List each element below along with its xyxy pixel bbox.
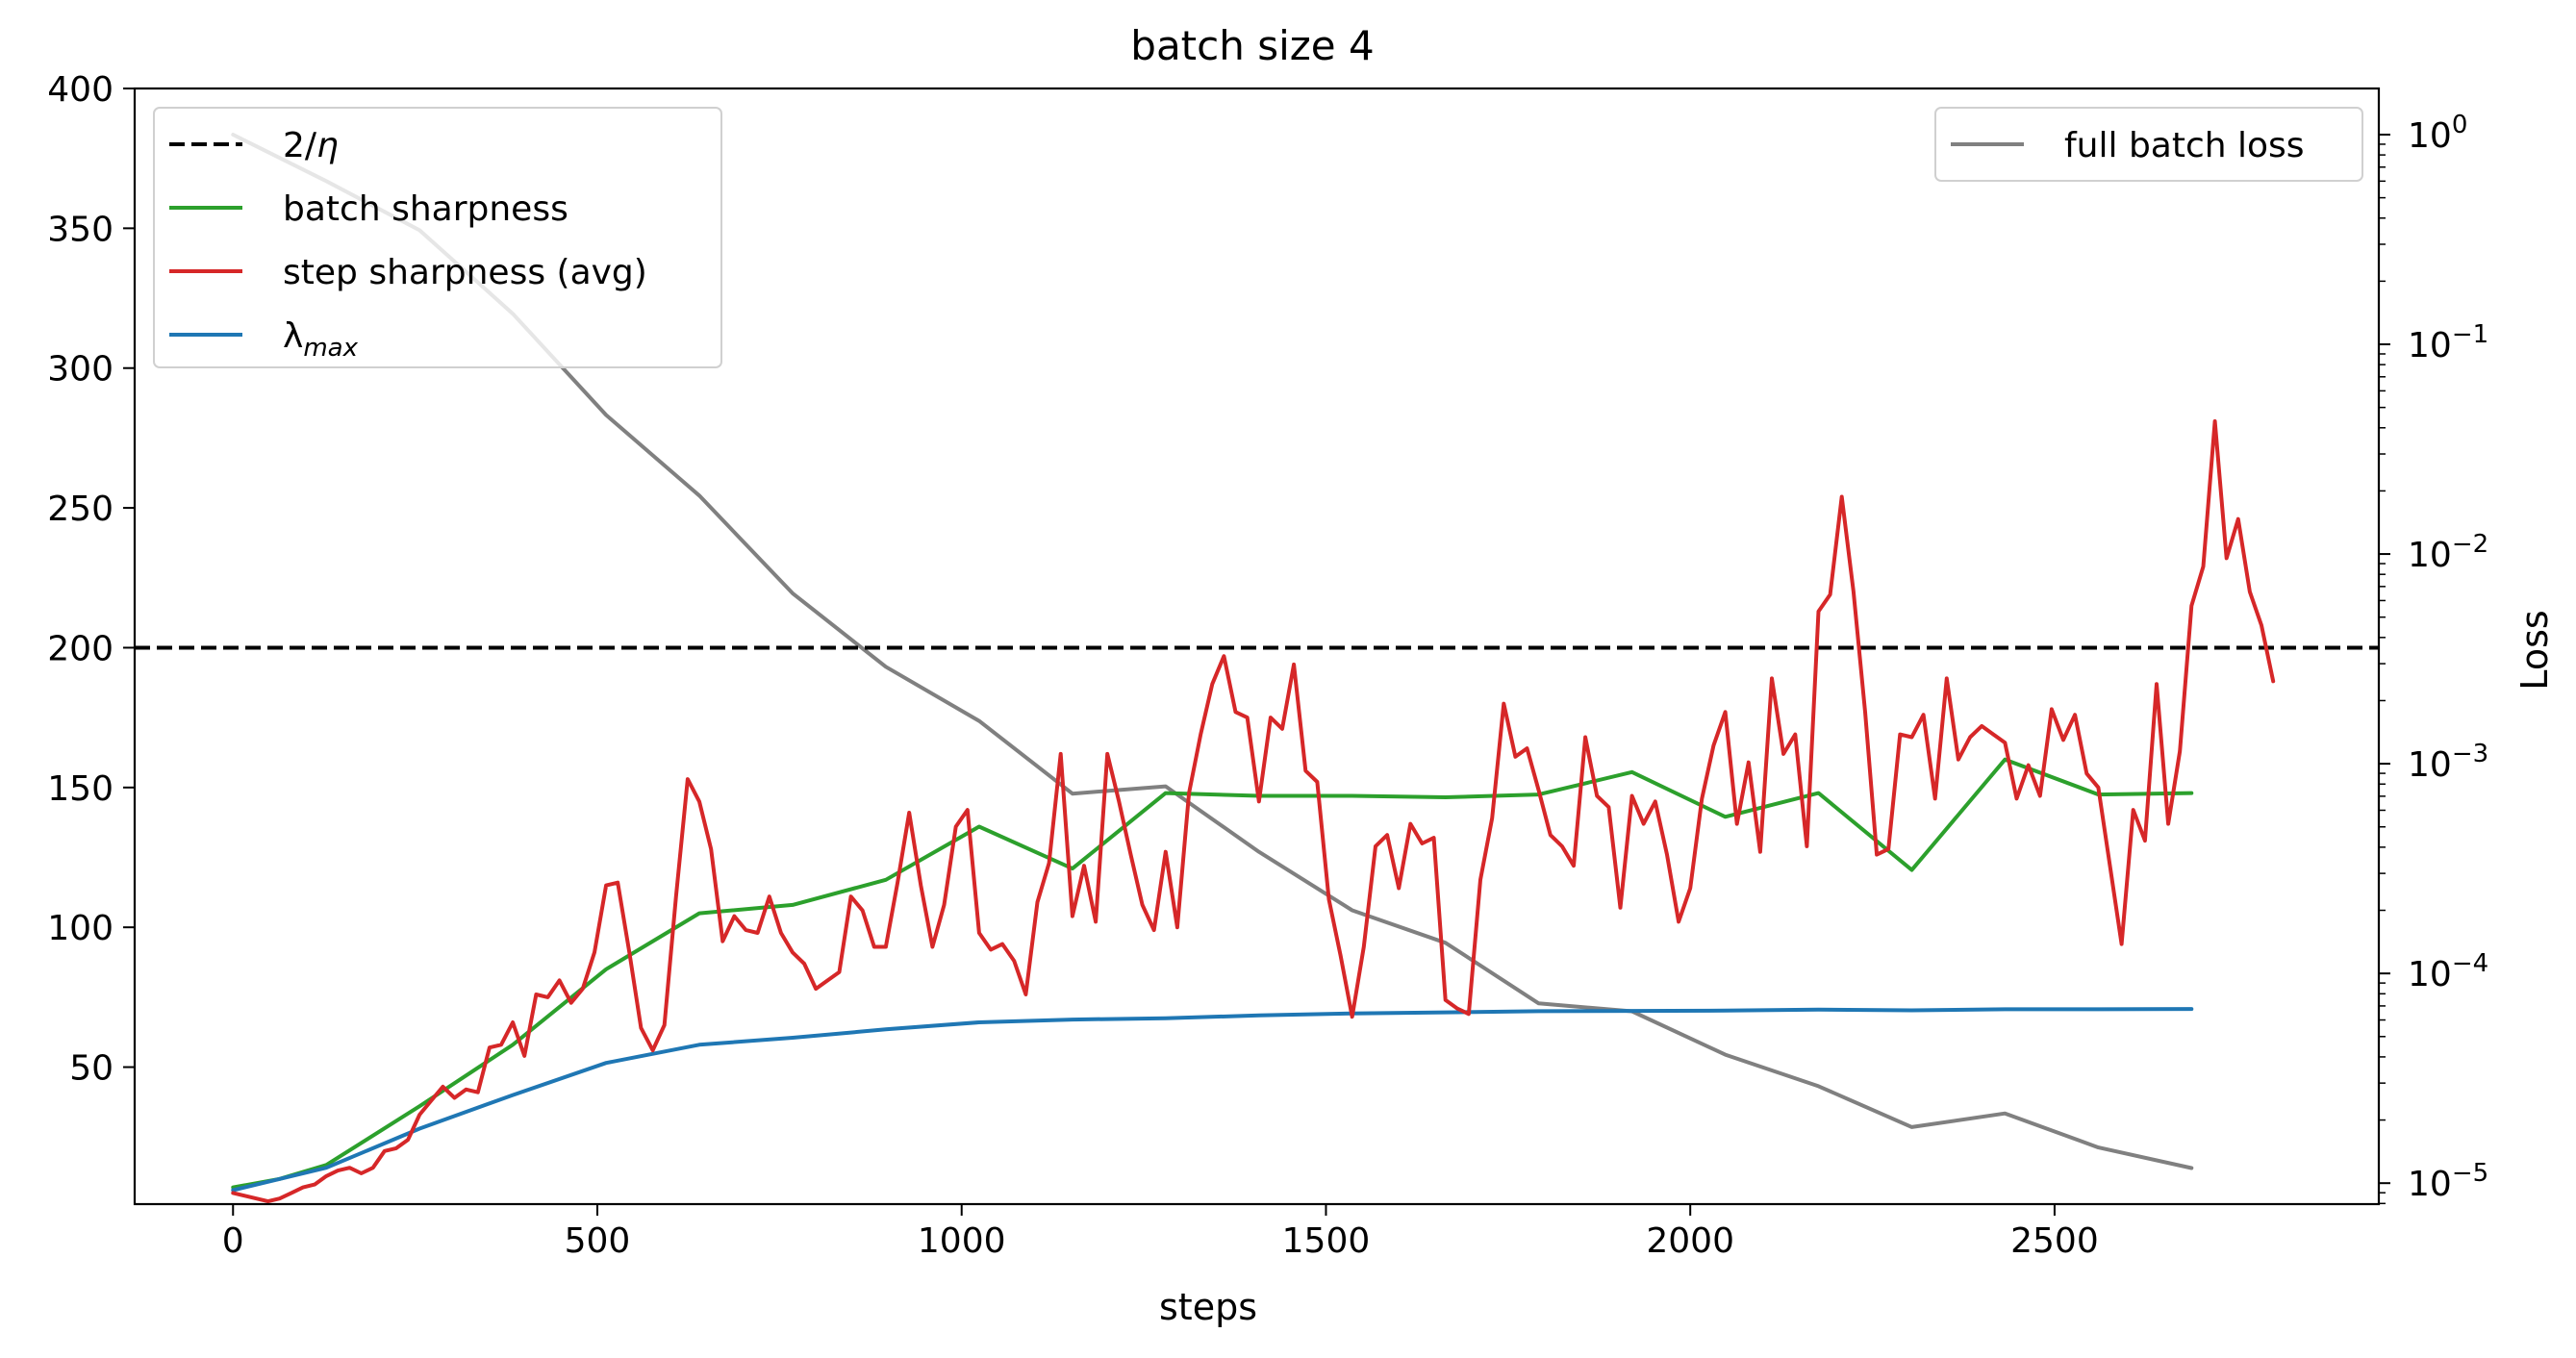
y2-tick-label: 10−4 — [2408, 949, 2488, 994]
legend-label-two-over-eta: 2/η — [283, 126, 339, 165]
legend-label-step-sharpness: step sharpness (avg) — [283, 253, 647, 292]
series-line-lambda-max — [231, 1007, 2194, 1193]
y-tick-label: 150 — [47, 769, 114, 809]
y-tick-label: 100 — [47, 909, 114, 948]
x-tick-label: 500 — [565, 1221, 631, 1261]
legend-frame — [153, 107, 722, 368]
legend-label-full-batch-loss: full batch loss — [2064, 126, 2305, 165]
x-tick-label: 0 — [222, 1221, 244, 1261]
y2-tick-label: 100 — [2408, 111, 2467, 156]
x-tick-label: 2000 — [1646, 1221, 1734, 1261]
y-tick-label: 50 — [69, 1049, 114, 1089]
y-tick-label: 200 — [47, 629, 114, 668]
y2-tick-label: 10−5 — [2408, 1159, 2488, 1204]
x-tick-label: 1500 — [1282, 1221, 1371, 1261]
x-tick-label: 2500 — [2010, 1221, 2099, 1261]
x-axis-label: steps — [1159, 1286, 1257, 1328]
y-tick-label: 400 — [47, 70, 114, 110]
axes: 0 500 1000 1500 2000 2500 50 100 150 200 250 300 350… — [47, 70, 2488, 1261]
x-tick-label: 1000 — [918, 1221, 1006, 1261]
y-tick-label: 350 — [47, 210, 114, 249]
legend-frame — [1934, 107, 2363, 182]
y-tick-label: 300 — [47, 350, 114, 390]
series-line-batch-sharpness — [231, 757, 2194, 1190]
chart-title: batch size 4 — [1130, 22, 1374, 69]
series-line-step-sharpness — [231, 419, 2276, 1204]
legend-right: full batch loss — [1934, 107, 2363, 182]
axes-frame — [133, 87, 2381, 1206]
right-axis-label: Loss — [2513, 610, 2556, 690]
y-tick-label: 250 — [47, 490, 114, 529]
legend-label-batch-sharpness: batch sharpness — [283, 189, 568, 229]
